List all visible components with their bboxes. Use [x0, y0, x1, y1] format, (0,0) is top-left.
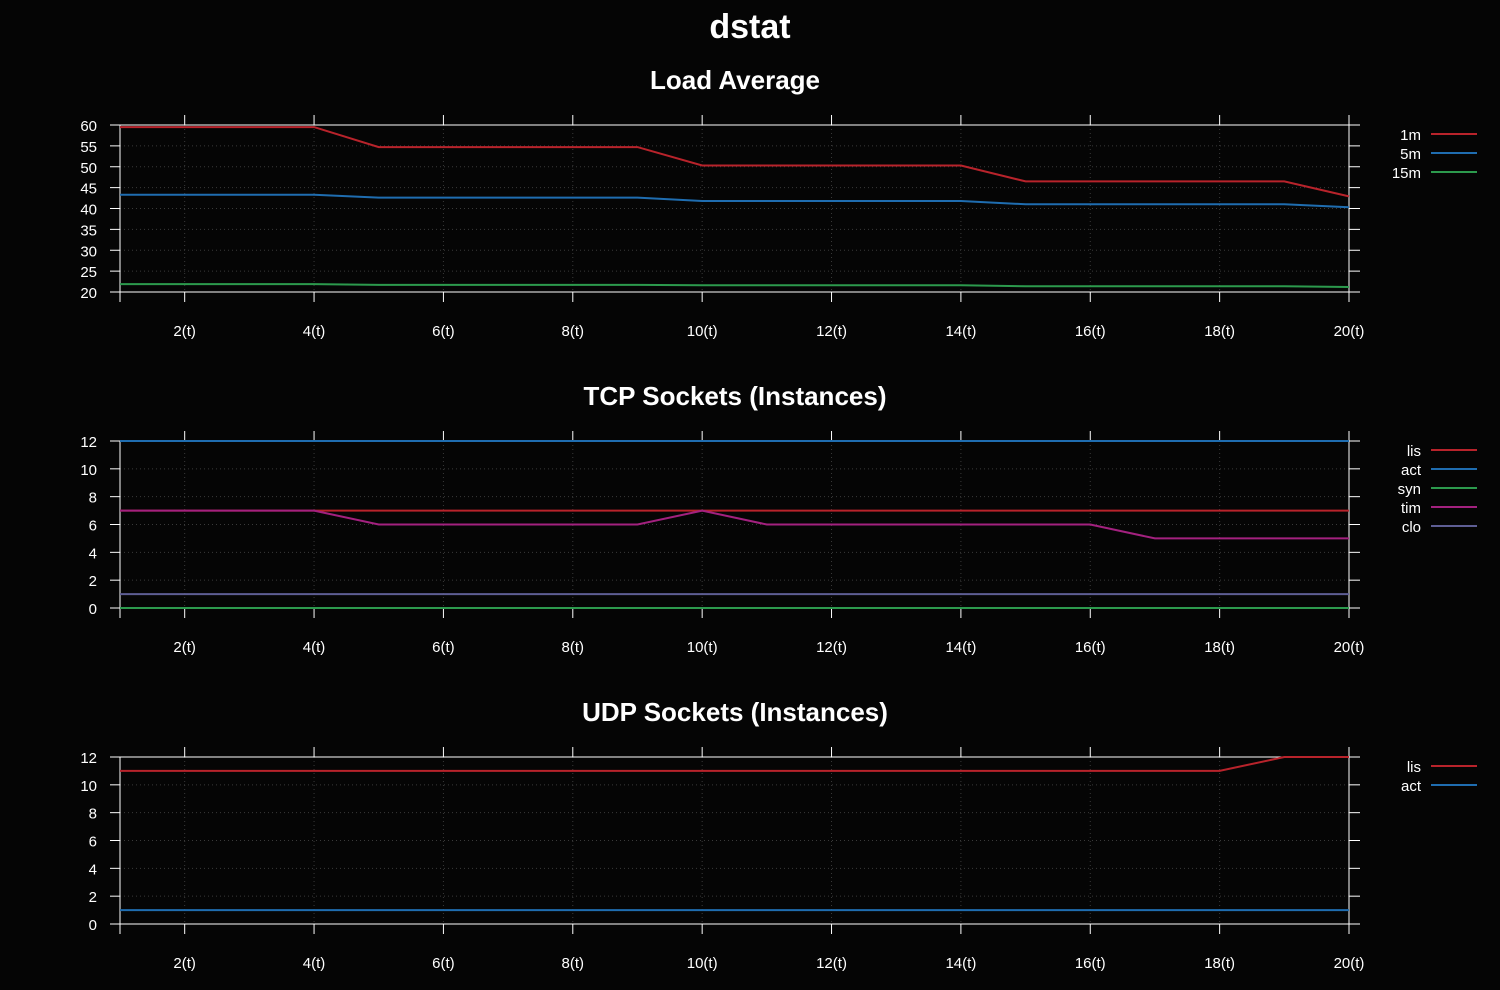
x-tick-label: 14(t) [945, 323, 976, 340]
y-tick-label: 30 [80, 243, 97, 260]
series-line-tim [120, 509, 1349, 540]
x-tick-label: 16(t) [1075, 639, 1106, 656]
x-tick-label: 12(t) [816, 639, 847, 656]
y-tick-label: 45 [80, 181, 97, 198]
x-tick-label: 8(t) [562, 323, 585, 340]
x-tick-label: 12(t) [816, 955, 847, 972]
x-tick-label: 18(t) [1204, 323, 1235, 340]
x-tick-label: 10(t) [687, 955, 718, 972]
x-tick-label: 10(t) [687, 323, 718, 340]
y-tick-label: 4 [89, 545, 97, 562]
legend-label-1m: 1m [1400, 127, 1421, 144]
y-tick-label: 40 [80, 202, 97, 219]
x-tick-label: 20(t) [1334, 639, 1365, 656]
y-tick-label: 20 [80, 285, 97, 302]
y-tick-label: 35 [80, 222, 97, 239]
y-tick-label: 6 [89, 834, 97, 851]
y-tick-label: 0 [89, 601, 97, 618]
x-tick-label: 18(t) [1204, 955, 1235, 972]
x-tick-label: 14(t) [945, 639, 976, 656]
series-line-lis [120, 756, 1349, 772]
y-tick-label: 50 [80, 160, 97, 177]
x-tick-label: 8(t) [562, 955, 585, 972]
tcp-sockets-chart: 2(t) 4(t) 6(t) 8(t) 10(t) 12(t) 14(t) 16(t) 18(t… [80, 431, 1477, 656]
x-tick-label: 12(t) [816, 323, 847, 340]
legend-label-lis: lis [1407, 759, 1421, 776]
x-tick-label: 2(t) [173, 955, 196, 972]
x-tick-label: 20(t) [1334, 323, 1365, 340]
legend-label-lis: lis [1407, 443, 1421, 460]
x-tick-label: 10(t) [687, 639, 718, 656]
legend-label-clo: clo [1402, 519, 1421, 536]
y-tick-label: 8 [89, 490, 97, 507]
x-tick-label: 6(t) [432, 955, 455, 972]
x-tick-label: 4(t) [303, 639, 326, 656]
series-line-15m [120, 283, 1350, 288]
y-tick-label: 4 [89, 861, 97, 878]
y-tick-label: 8 [89, 806, 97, 823]
y-tick-label: 6 [89, 518, 97, 535]
x-tick-label: 6(t) [432, 323, 455, 340]
x-tick-label: 20(t) [1334, 955, 1365, 972]
series-line-1m [120, 126, 1350, 198]
y-tick-label: 2 [89, 889, 97, 906]
y-tick-label: 10 [80, 462, 97, 479]
x-tick-label: 4(t) [303, 955, 326, 972]
page-title: dstat [709, 8, 791, 46]
chart-title-tcp-sockets: TCP Sockets (Instances) [583, 381, 887, 411]
load-average-chart: 2(t) 4(t) 6(t) 8(t) 10(t) 12(t) 14(t) 16(t) 18(t… [80, 115, 1477, 340]
x-tick-label: 4(t) [303, 323, 326, 340]
x-tick-label: 18(t) [1204, 639, 1235, 656]
legend-label-syn: syn [1398, 481, 1421, 498]
y-tick-label: 55 [80, 139, 97, 156]
legend-label-5m: 5m [1400, 146, 1421, 163]
chart-title-udp-sockets: UDP Sockets (Instances) [582, 697, 888, 727]
y-tick-label: 12 [80, 434, 97, 451]
legend-label-act: act [1401, 778, 1422, 795]
series-line-5m [120, 193, 1350, 209]
legend-label-15m: 15m [1392, 165, 1421, 182]
y-tick-label: 12 [80, 750, 97, 767]
x-tick-label: 14(t) [945, 955, 976, 972]
x-tick-label: 16(t) [1075, 955, 1106, 972]
legend-label-tim: tim [1401, 500, 1421, 517]
y-tick-label: 25 [80, 264, 97, 281]
x-tick-label: 8(t) [562, 639, 585, 656]
x-tick-label: 2(t) [173, 323, 196, 340]
udp-sockets-chart: 2(t) 4(t) 6(t) 8(t) 10(t) 12(t) 14(t) 16(t) 18(t… [80, 747, 1477, 972]
y-tick-label: 0 [89, 917, 97, 934]
y-tick-label: 60 [80, 118, 97, 135]
y-tick-label: 10 [80, 778, 97, 795]
x-tick-label: 6(t) [432, 639, 455, 656]
legend-label-act: act [1401, 462, 1422, 479]
x-tick-label: 2(t) [173, 639, 196, 656]
y-tick-label: 2 [89, 573, 97, 590]
chart-title-load-average: Load Average [649, 65, 820, 95]
x-tick-label: 16(t) [1075, 323, 1106, 340]
